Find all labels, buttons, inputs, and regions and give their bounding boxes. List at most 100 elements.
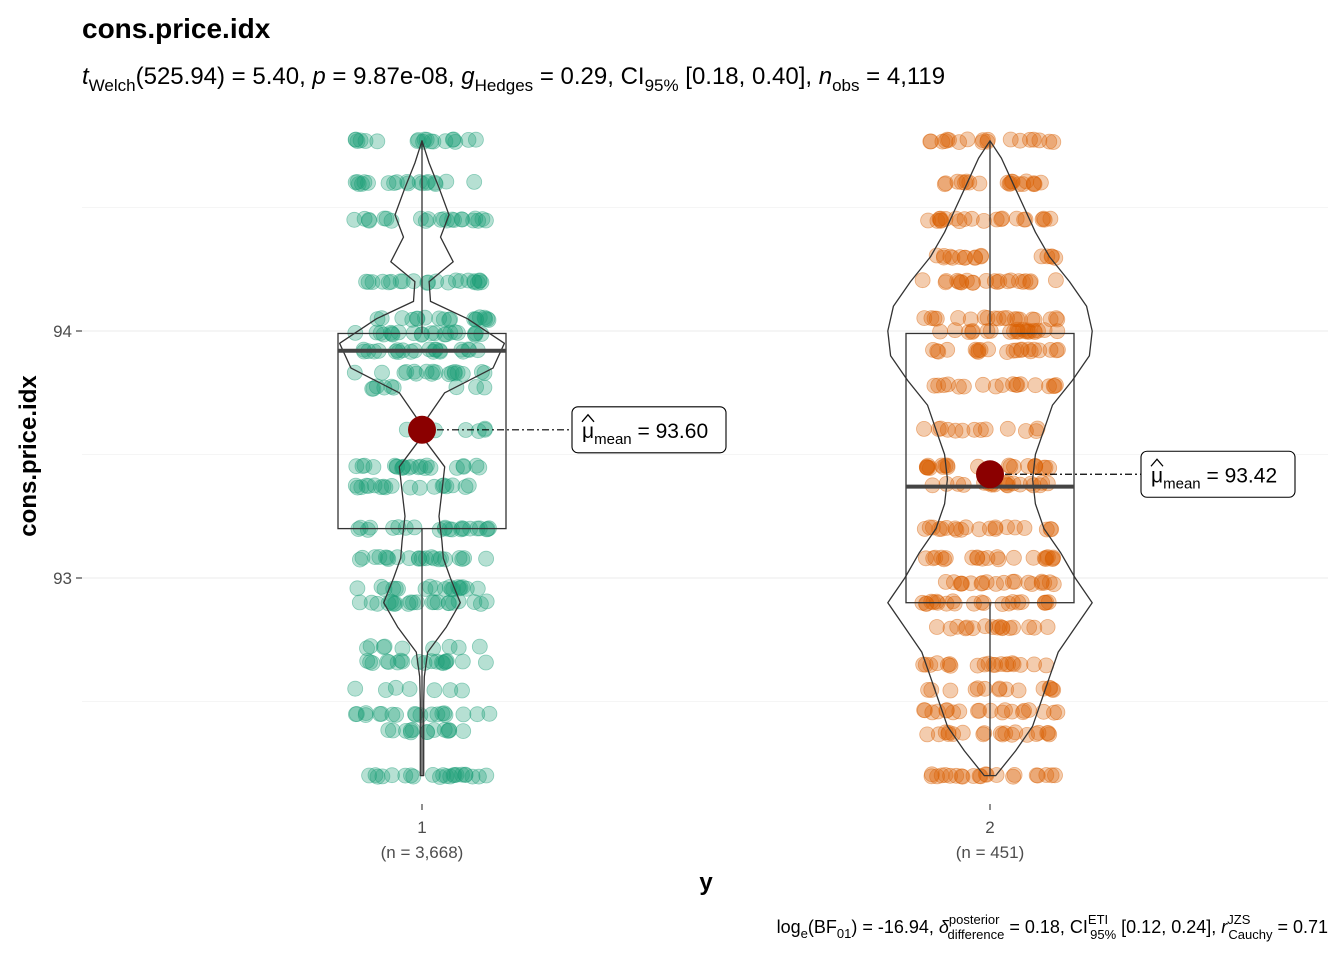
data-point bbox=[1005, 342, 1022, 359]
data-point bbox=[373, 479, 390, 496]
data-point bbox=[994, 619, 1011, 636]
data-point bbox=[1022, 131, 1038, 148]
data-point bbox=[441, 638, 458, 655]
data-point bbox=[384, 326, 401, 343]
data-point bbox=[460, 272, 477, 289]
data-point bbox=[1008, 342, 1025, 359]
data-point bbox=[349, 133, 366, 150]
data-point bbox=[970, 703, 986, 719]
data-point bbox=[402, 724, 419, 741]
mean-label: μmean = 93.42 bbox=[1140, 450, 1296, 498]
data-point bbox=[1042, 341, 1059, 358]
data-point bbox=[387, 679, 404, 696]
data-point bbox=[1041, 574, 1058, 591]
data-point bbox=[999, 273, 1016, 290]
data-point bbox=[953, 274, 970, 291]
data-point bbox=[964, 274, 981, 291]
data-point bbox=[1045, 378, 1062, 394]
data-point bbox=[1021, 323, 1038, 340]
data-point bbox=[394, 459, 411, 476]
data-point bbox=[438, 326, 454, 343]
data-point bbox=[347, 680, 364, 697]
data-point bbox=[454, 211, 471, 228]
data-point bbox=[988, 211, 1005, 228]
data-point bbox=[939, 459, 956, 475]
data-point bbox=[937, 550, 954, 566]
mean-point bbox=[976, 460, 1004, 489]
data-point bbox=[446, 363, 463, 380]
data-point bbox=[403, 767, 419, 784]
data-point bbox=[966, 595, 982, 612]
data-point bbox=[446, 365, 463, 382]
data-point bbox=[980, 655, 997, 672]
data-point bbox=[467, 210, 484, 227]
data-point bbox=[1042, 521, 1059, 537]
data-point bbox=[1018, 173, 1035, 190]
data-point bbox=[1012, 657, 1029, 673]
data-point bbox=[1048, 342, 1065, 359]
data-point bbox=[417, 581, 434, 597]
data-point bbox=[466, 273, 483, 290]
data-point bbox=[377, 682, 394, 698]
y-axis: 93 94 bbox=[53, 322, 82, 588]
data-point bbox=[409, 310, 425, 327]
data-point bbox=[351, 551, 368, 568]
data-point bbox=[1033, 575, 1050, 591]
data-point bbox=[991, 680, 1008, 697]
data-point bbox=[923, 682, 940, 698]
data-point bbox=[1031, 132, 1048, 149]
data-point bbox=[1025, 176, 1042, 193]
data-point bbox=[438, 653, 454, 670]
data-point bbox=[1031, 342, 1048, 359]
data-point bbox=[441, 311, 458, 328]
data-point bbox=[1022, 274, 1038, 291]
data-point bbox=[942, 682, 959, 699]
y-axis-title: cons.price.idx bbox=[15, 375, 42, 537]
data-point bbox=[934, 133, 951, 150]
data-point bbox=[926, 377, 943, 394]
data-point bbox=[447, 272, 464, 289]
data-point bbox=[1025, 131, 1042, 148]
data-point bbox=[999, 310, 1015, 326]
data-point bbox=[991, 681, 1008, 698]
data-point bbox=[385, 594, 402, 611]
data-point bbox=[448, 459, 465, 476]
data-point bbox=[455, 458, 472, 475]
data-point bbox=[441, 722, 458, 738]
data-point bbox=[405, 594, 421, 611]
data-point bbox=[941, 132, 957, 149]
data-point bbox=[442, 768, 459, 785]
data-point bbox=[348, 458, 365, 475]
data-point bbox=[932, 212, 949, 229]
data-point bbox=[423, 365, 440, 382]
data-point bbox=[951, 213, 968, 230]
data-point bbox=[437, 654, 454, 670]
data-point bbox=[467, 131, 484, 148]
data-point bbox=[351, 594, 368, 611]
data-point bbox=[347, 706, 364, 723]
data-point bbox=[455, 723, 472, 739]
data-point bbox=[1019, 323, 1036, 340]
data-point bbox=[464, 768, 481, 785]
data-point bbox=[471, 272, 488, 289]
data-point bbox=[367, 767, 384, 783]
data-point bbox=[405, 768, 422, 785]
data-point bbox=[446, 767, 463, 783]
data-point bbox=[1011, 273, 1027, 290]
data-point bbox=[377, 479, 394, 496]
data-point bbox=[429, 594, 446, 611]
data-point bbox=[438, 653, 455, 669]
data-point bbox=[434, 705, 451, 722]
data-point bbox=[1022, 273, 1039, 290]
data-point bbox=[997, 725, 1014, 742]
data-point bbox=[374, 768, 391, 785]
data-point bbox=[402, 722, 419, 739]
data-point bbox=[1035, 210, 1052, 227]
data-point bbox=[1026, 341, 1042, 358]
data-point bbox=[987, 378, 1004, 395]
data-point bbox=[922, 657, 939, 673]
data-point bbox=[984, 619, 1001, 635]
data-point bbox=[1013, 341, 1030, 358]
data-point bbox=[468, 457, 485, 474]
data-point bbox=[975, 726, 992, 743]
